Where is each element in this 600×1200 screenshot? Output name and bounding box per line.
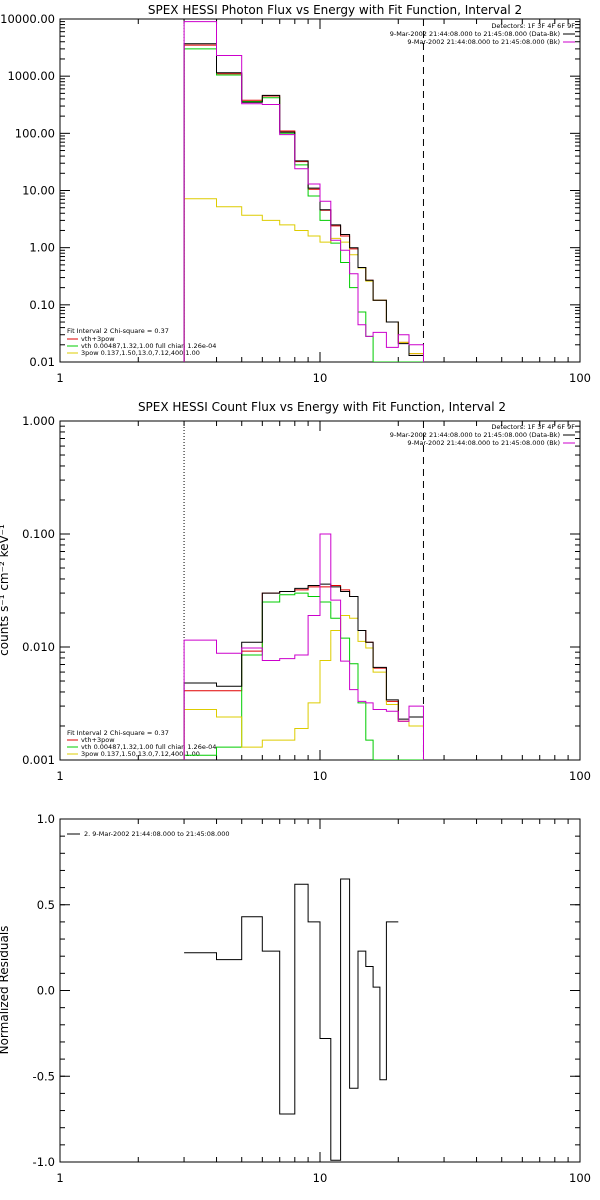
series-thermal-count	[183, 592, 424, 760]
x-tick-label-residuals: 1	[56, 1171, 63, 1185]
series-data-photon	[183, 43, 424, 362]
chart-title-count: SPEX HESSI Count Flux vs Energy with Fit…	[138, 400, 506, 414]
y-axis-label-residuals: Normalized Residuals	[0, 926, 11, 1055]
x-tick-label-count: 100	[569, 769, 591, 783]
y-tick-label-photon: 10.00	[22, 184, 55, 198]
series-data-count	[183, 583, 424, 760]
y-tick-label-count: 1.000	[22, 414, 55, 428]
series-total-photon	[183, 44, 424, 362]
series-background-photon	[183, 21, 424, 362]
legend-label-thermal-photon: vth 0.00487,1.32,1.00 full chian 1.26e-0…	[81, 342, 216, 350]
y-tick-label-photon: 100.00	[15, 126, 55, 140]
x-tick-label-count: 10	[313, 769, 328, 783]
series-thermal-photon	[183, 48, 424, 362]
time-line-1-count: 9-Mar-2002 21:44:08.000 to 21:45:08.000 …	[390, 431, 560, 439]
x-tick-label-photon: 10	[313, 371, 328, 385]
fit-text-photon: Fit Interval 2 Chi-square = 0.37	[67, 327, 169, 335]
y-tick-label-photon: 0.01	[29, 355, 55, 369]
series-residuals-residuals	[184, 878, 399, 1161]
y-tick-label-photon: 1.00	[29, 241, 55, 255]
y-tick-label-photon: 0.10	[29, 298, 55, 312]
legend-label-residuals: 2. 9-Mar-2002 21:44:08.000 to 21:45:08.0…	[84, 830, 230, 838]
y-tick-label-count: 0.010	[22, 640, 55, 654]
time-line-1-photon: 9-Mar-2002 21:44:08.000 to 21:45:08.000 …	[390, 30, 560, 38]
fit-text-count: Fit Interval 2 Chi-square = 0.37	[67, 729, 169, 737]
panel-residuals: Normalized Residuals 2. 9-Mar-2002 21:44…	[0, 812, 591, 1185]
x-tick-label-photon: 100	[569, 371, 591, 385]
chart-title-photon: SPEX HESSI Photon Flux vs Energy with Fi…	[148, 3, 522, 17]
y-axis-label-count: counts s⁻¹ cm⁻² keV⁻¹	[0, 524, 11, 656]
y-tick-label-residuals: -1.0	[33, 1155, 55, 1169]
x-tick-label-residuals: 100	[569, 1171, 591, 1185]
y-tick-label-count: 0.001	[22, 753, 55, 767]
legend-label-total-count: vth+3pow	[81, 736, 115, 744]
y-tick-label-count: 0.100	[22, 527, 55, 541]
y-tick-label-photon: 1000.00	[7, 69, 55, 83]
legend-label-powerlaw-photon: 3pow 0.137,1.50,13.0,7.12,400,1.00	[81, 349, 200, 357]
x-tick-label-count: 1	[56, 769, 63, 783]
x-tick-label-photon: 1	[56, 371, 63, 385]
series-powerlaw-photon	[183, 198, 424, 362]
legend-label-total-photon: vth+3pow	[81, 335, 115, 343]
series-powerlaw-count	[183, 615, 424, 760]
time-line-2-photon: 9-Mar-2002 21:44:08.000 to 21:45:08.000 …	[407, 38, 560, 46]
y-tick-label-residuals: 1.0	[37, 812, 55, 826]
detectors-text-count: Detectors: 1F 3F 4F 6F 9F	[491, 423, 575, 431]
series-background-count	[183, 533, 424, 760]
y-tick-label-photon: 10000.00	[0, 12, 55, 26]
time-line-2-count: 9-Mar-2002 21:44:08.000 to 21:45:08.000 …	[407, 439, 560, 447]
series-total-count	[183, 585, 424, 760]
legend-label-powerlaw-count: 3pow 0.137,1.50,13.0,7.12,400,1.00	[81, 750, 200, 758]
y-tick-label-residuals: 0.0	[37, 984, 55, 998]
y-tick-label-residuals: -0.5	[33, 1069, 55, 1083]
panel-count-flux: SPEX HESSI Count Flux vs Energy with Fit…	[0, 400, 591, 783]
detectors-text-photon: Detectors: 1F 3F 4F 6F 9F	[491, 22, 575, 30]
legend-label-thermal-count: vth 0.00487,1.32,1.00 full chian 1.26e-0…	[81, 743, 216, 751]
x-tick-label-residuals: 10	[313, 1171, 328, 1185]
panel-photon-flux: SPEX HESSI Photon Flux vs Energy with Fi…	[0, 3, 591, 385]
y-tick-label-residuals: 0.5	[37, 898, 55, 912]
